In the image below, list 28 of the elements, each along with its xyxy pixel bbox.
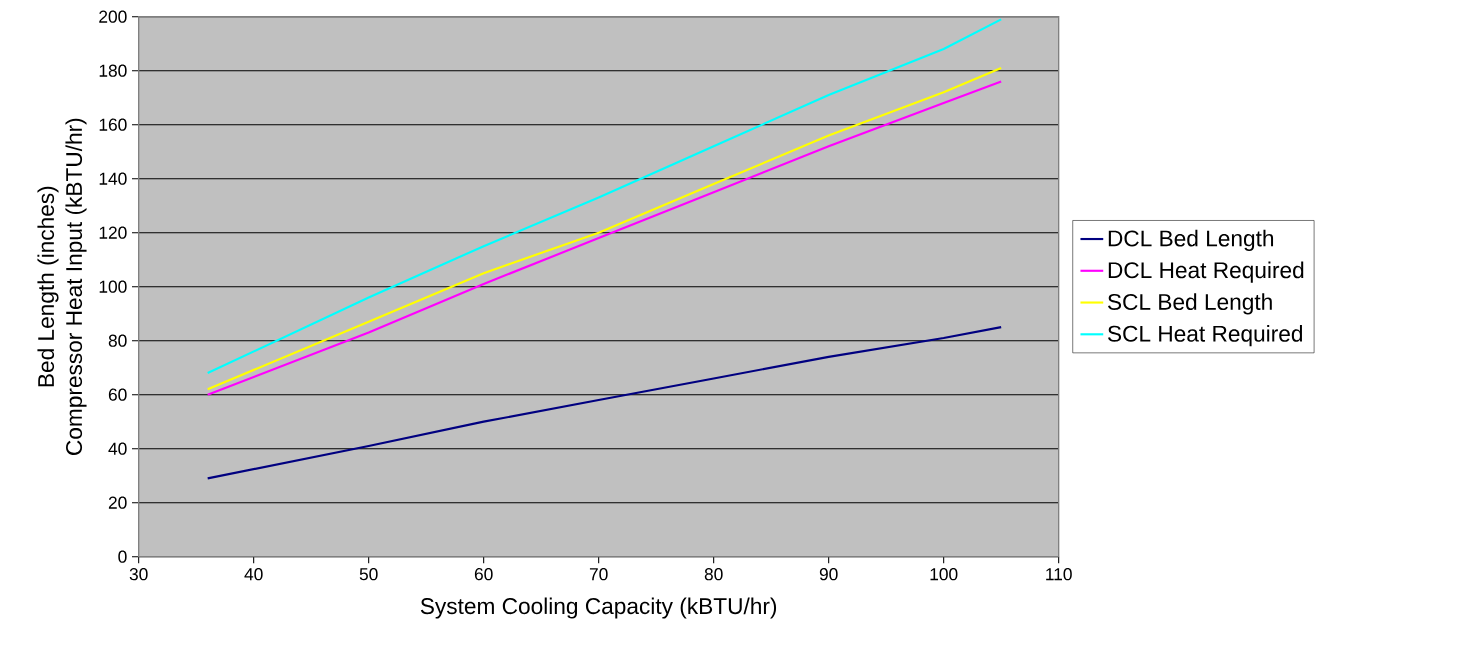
x-tick-label: 90 [819, 568, 838, 581]
y-tick-label: 20 [108, 496, 127, 509]
legend-label: SCL Heat Required [1107, 325, 1302, 347]
y-tick-label: 200 [99, 10, 127, 23]
line-series [206, 326, 1003, 480]
legend-label: DCL Heat Required [1108, 261, 1304, 283]
x-axis-title: System Cooling Capacity (kBTU/hr) [420, 597, 777, 619]
x-tick-label: 110 [1046, 568, 1072, 581]
x-tick-label: 30 [129, 568, 148, 581]
y-tick-label: 80 [108, 334, 127, 347]
x-tick-label: 40 [244, 568, 263, 581]
y-tick-label: 160 [99, 118, 127, 131]
y-tick-label: 60 [108, 388, 127, 401]
y-tick-label: 180 [99, 64, 127, 77]
x-tick-label: 60 [474, 568, 493, 581]
x-tick-label: 100 [930, 568, 958, 581]
x-tick-label: 80 [704, 568, 723, 581]
y-tick-label: 40 [108, 442, 127, 455]
x-tick-label: 70 [589, 568, 608, 581]
x-tick-label: 50 [359, 568, 378, 581]
y-tick-label: 0 [118, 550, 127, 563]
line-series [206, 18, 1003, 375]
legend-label: DCL Bed Length [1108, 229, 1274, 251]
y-tick-label: 100 [99, 280, 127, 293]
legend-label: SCL Bed Length [1107, 293, 1272, 315]
y-tick-label: 140 [99, 172, 127, 185]
y-tick-label: 120 [99, 226, 127, 239]
y-axis-title: Bed Length (inches) Compressor Heat Input (kBTU/hr) [37, 118, 87, 455]
